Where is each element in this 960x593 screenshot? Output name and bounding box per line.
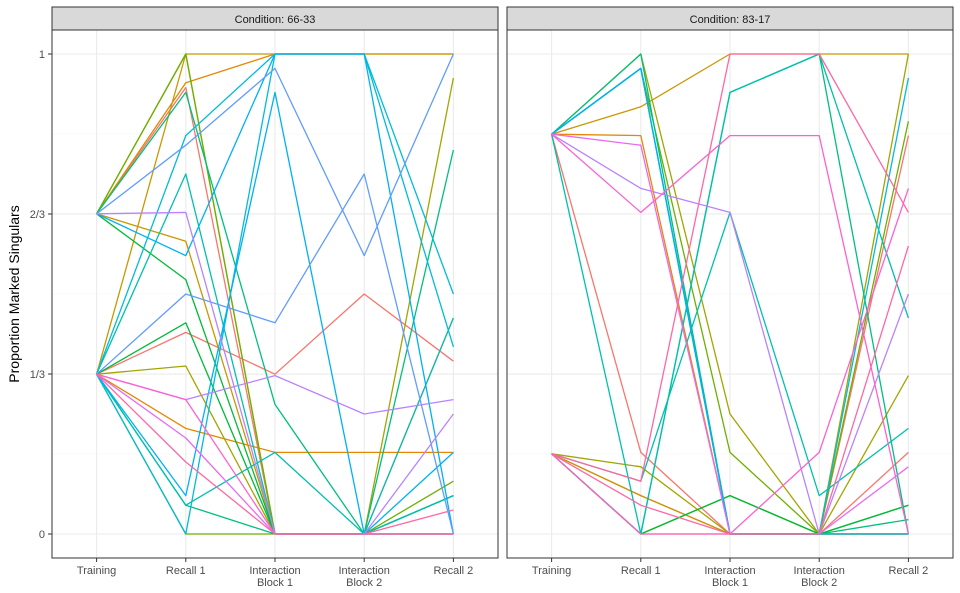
series-line-23 bbox=[551, 53, 909, 482]
x-tick-label-4: Interaction Block 2 bbox=[794, 565, 845, 589]
x-tick-label-line: Interaction bbox=[704, 565, 755, 577]
series-line-19 bbox=[96, 53, 455, 535]
series-line-22 bbox=[96, 53, 454, 257]
series-line-16 bbox=[96, 373, 454, 535]
x-tick-label-line: Training bbox=[77, 565, 116, 577]
x-tick-label-line: Interaction bbox=[339, 565, 390, 577]
y-axis-title: Proportion Marked Singulars bbox=[6, 205, 22, 382]
x-tick-label-3: Interaction Block 1 bbox=[704, 565, 755, 589]
series-line-15 bbox=[550, 53, 910, 535]
x-tick-label-1: Training bbox=[532, 565, 571, 577]
x-tick-label-line: Block 2 bbox=[801, 577, 837, 589]
x-tick-label-line: Interaction bbox=[249, 565, 300, 577]
x-tick-label-line: Recall 2 bbox=[434, 565, 474, 577]
y-tick-label-2: 2/3 bbox=[30, 209, 45, 221]
facet-strip-label: Condition: 66-33 bbox=[235, 14, 316, 26]
facet-strip bbox=[506, 6, 954, 31]
y-tick-label-1: 1/3 bbox=[30, 369, 45, 381]
x-tick-label-line: Block 1 bbox=[257, 577, 293, 589]
x-tick-label-line: Recall 1 bbox=[621, 565, 661, 577]
facet-strip bbox=[51, 6, 499, 31]
chart-root: Proportion Marked Singulars 0 1/3 2/3 1 Condi… bbox=[6, 6, 954, 589]
series-line-1 bbox=[96, 293, 454, 375]
panel-2: Condition: 83-17 Training Recall 1 Interact… bbox=[506, 6, 954, 589]
x-tick-label-2: Recall 1 bbox=[166, 565, 206, 577]
x-tick-label-line: Recall 1 bbox=[166, 565, 206, 577]
x-tick-label-line: Training bbox=[532, 565, 571, 577]
series-line-19 bbox=[551, 133, 910, 535]
x-tick-label-2: Recall 1 bbox=[621, 565, 661, 577]
x-tick-label-4: Interaction Block 2 bbox=[339, 565, 390, 589]
series-line-20 bbox=[96, 91, 454, 535]
x-tick-label-5: Recall 2 bbox=[434, 565, 474, 577]
series-line-14 bbox=[96, 91, 455, 535]
x-tick-label-line: Recall 2 bbox=[889, 565, 929, 577]
x-tick-label-line: Block 2 bbox=[346, 577, 382, 589]
x-tick-label-1: Training bbox=[77, 565, 116, 577]
x-tick-label-line: Block 1 bbox=[712, 577, 748, 589]
series-line-21 bbox=[96, 173, 455, 535]
y-tick-label-3: 1 bbox=[39, 49, 45, 61]
panel-1: Condition: 66-33 Training Recall 1 Interact… bbox=[51, 6, 499, 589]
y-tick-label-0: 0 bbox=[39, 529, 45, 541]
series-line-27 bbox=[96, 373, 454, 535]
series-line-24 bbox=[551, 245, 910, 535]
series-line-21 bbox=[551, 133, 910, 535]
facet-strip-label: Condition: 83-17 bbox=[690, 14, 771, 26]
x-tick-label-line: Interaction bbox=[794, 565, 845, 577]
x-tick-label-5: Recall 2 bbox=[889, 565, 929, 577]
x-tick-label-3: Interaction Block 1 bbox=[249, 565, 300, 589]
